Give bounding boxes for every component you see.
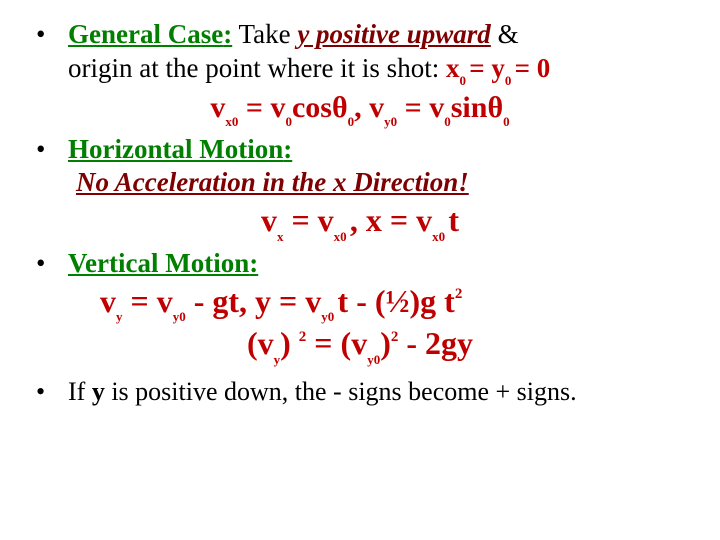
eq-vertical-line1: vy = vy0 - gt, y = vy0 t - (½)g t2 [100,283,462,319]
label-horizontal-motion: Horizontal Motion [68,134,283,164]
section-vertical-motion: Vertical Motion: [68,248,258,278]
text-ampersand: & [498,19,519,49]
label-vertical-motion: Vertical Motion [68,248,249,278]
eq-horizontal: vx = vx0 , x = vx0 t [261,202,459,238]
subtitle-no-accel-x: No Acceleration in the x Direction! [68,167,469,197]
eq-initial-velocity-components: vx0 = v0cosθ0, vy0 = v0sinθ0 [210,91,509,124]
footnote: If y is positive down, the - signs becom… [68,376,690,409]
text-origin: origin at the point where it is shot: [68,53,446,83]
section-general-case: General Case: [68,19,232,49]
section-horizontal-motion: Horizontal Motion: [68,134,292,164]
text-take: Take [238,19,297,49]
eq-vertical-line2: (vy) 2 = (vy0)2 - 2gy [247,325,473,361]
eq-init-xy: x0 = y0 = 0 [446,53,550,83]
label-general-case: General Case [68,19,223,49]
emph-y-positive-upward: y positive upward [297,19,491,49]
